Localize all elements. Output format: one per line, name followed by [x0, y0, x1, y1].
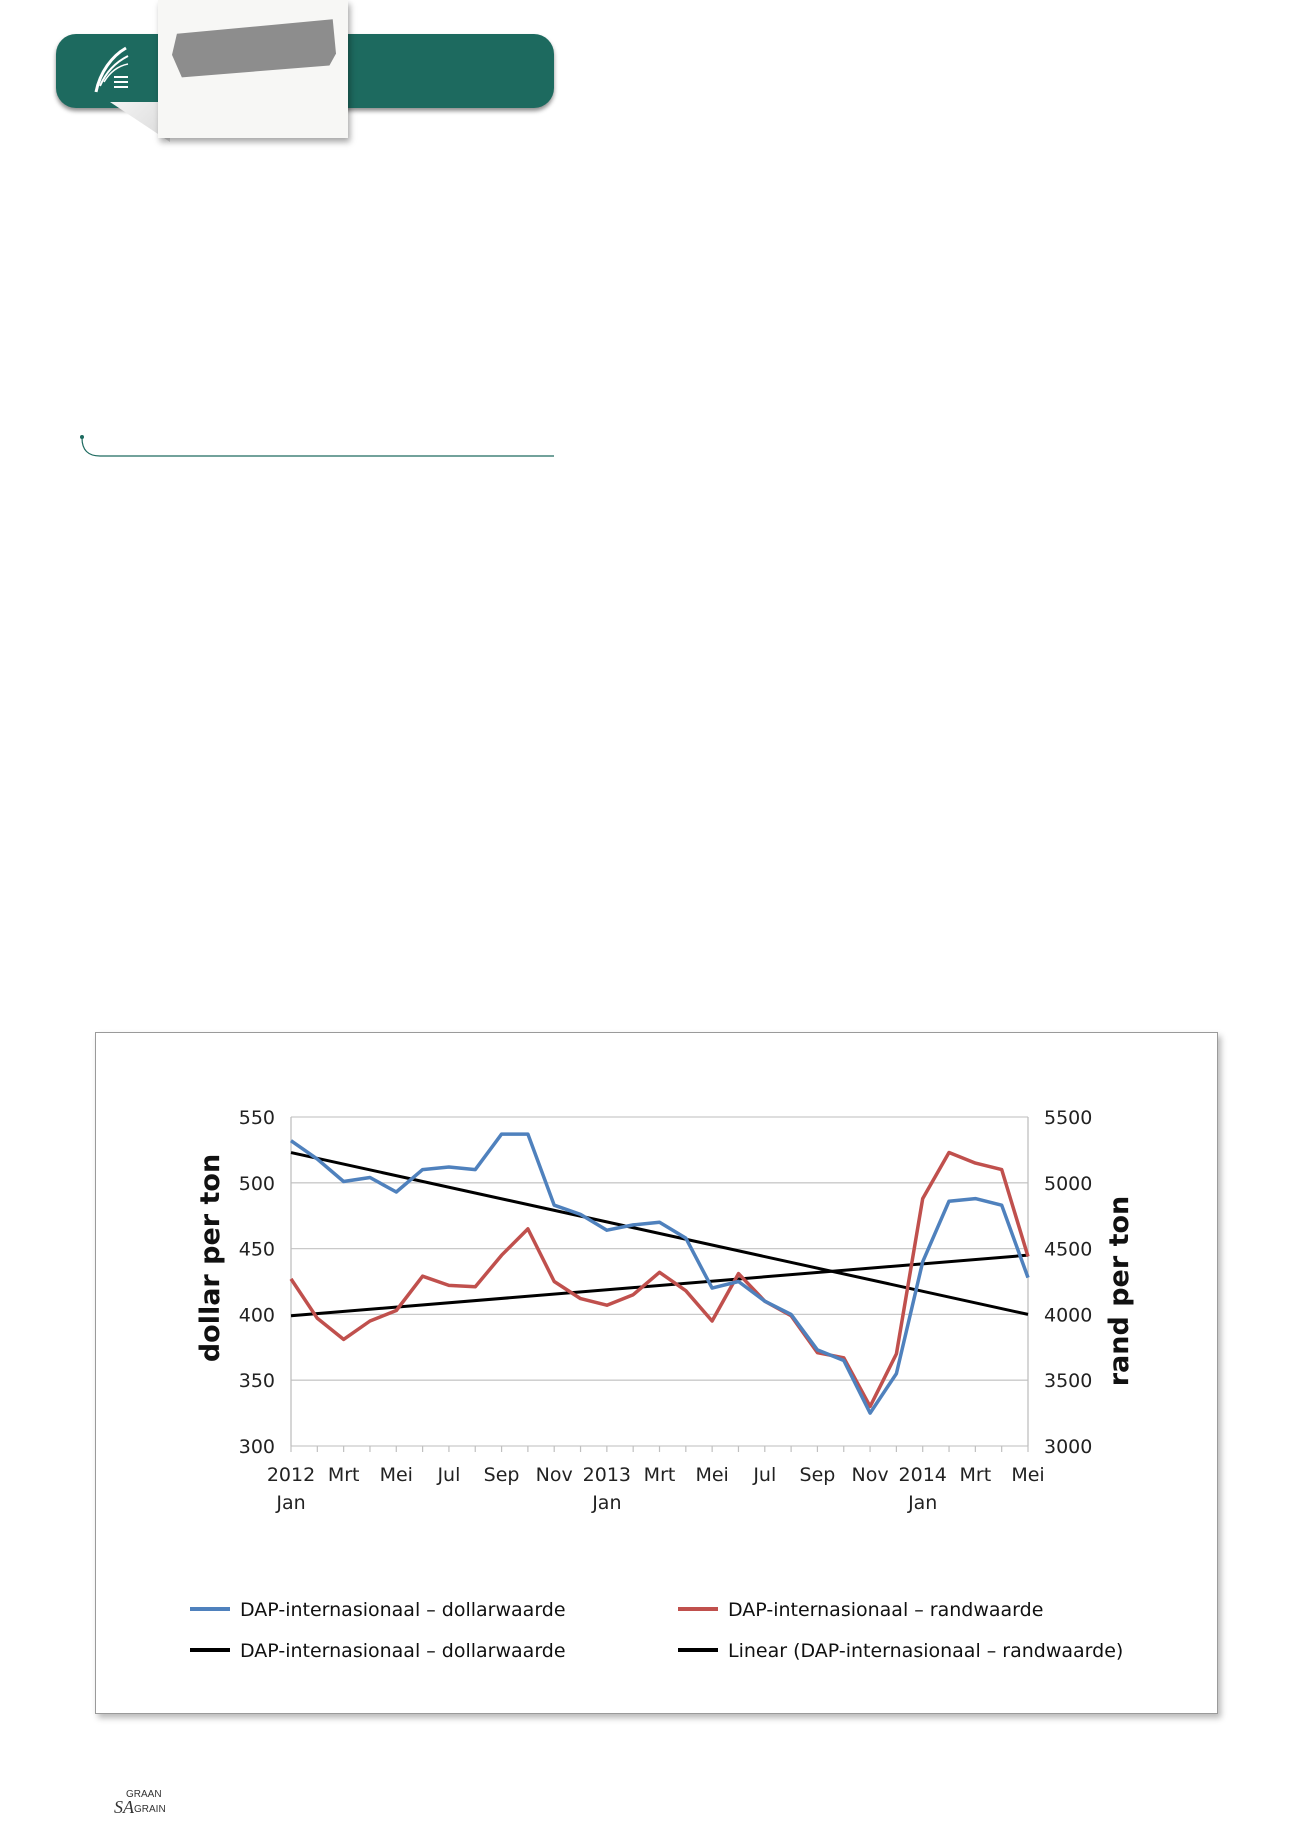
x-tick-sublabel: Jan [907, 1492, 937, 1514]
y-tick-right: 3500 [1044, 1370, 1092, 1392]
x-tick-label: Mrt [644, 1464, 676, 1486]
y-axis-left-ticks: 300 350 400 450 500 550 [239, 1107, 275, 1458]
y-tick-left: 400 [239, 1304, 275, 1326]
y-tick-right: 5000 [1044, 1173, 1092, 1195]
trendline [290, 1253, 1029, 1318]
y-tick-right: 4500 [1044, 1239, 1092, 1261]
trendlines [290, 1151, 1029, 1318]
trendline [290, 1151, 1029, 1316]
legend-label: DAP-internasionaal – dollarwaarde [240, 1599, 566, 1621]
y-tick-left: 300 [239, 1436, 275, 1458]
y-tick-left: 350 [239, 1370, 275, 1392]
x-tick-label: Jul [752, 1464, 776, 1486]
sa-graan-logo-icon: GRAAN SA GRAIN [114, 1786, 174, 1817]
y-tick-right: 5500 [1044, 1107, 1092, 1129]
y-tick-left: 500 [239, 1173, 275, 1195]
legend-label: Linear (DAP-internasionaal – randwaarde) [728, 1640, 1123, 1662]
y-tick-left: 450 [239, 1239, 275, 1261]
chart-frame: 300 350 400 450 500 550 3000 3500 4000 4500 5000 5… [95, 1032, 1218, 1714]
data-series [289, 1132, 1030, 1415]
x-tick-label: Nov [852, 1464, 889, 1486]
graan-sa-logo-icon [86, 42, 134, 102]
y-axis-right-title: rand per ton [1104, 1196, 1135, 1387]
x-tick-label: Mrt [960, 1464, 992, 1486]
y-tick-right: 4000 [1044, 1304, 1092, 1326]
x-tick-label: Mei [695, 1464, 728, 1486]
x-tick-label: 2013 [583, 1464, 631, 1486]
svg-text:SA: SA [114, 1797, 135, 1816]
y-tick-left: 550 [239, 1107, 275, 1129]
svg-text:GRAIN: GRAIN [134, 1804, 166, 1815]
x-tick-label: Sep [484, 1464, 520, 1486]
section-divider [78, 434, 554, 460]
series-line [289, 1132, 1030, 1415]
dap-price-chart: 300 350 400 450 500 550 3000 3500 4000 4500 5000 5… [190, 1107, 1135, 1662]
x-tick-label: 2014 [899, 1464, 947, 1486]
x-tick-sublabel: Jan [275, 1492, 305, 1514]
series-line [289, 1150, 1030, 1409]
y-tick-right: 3000 [1044, 1436, 1092, 1458]
x-tick-label: Nov [536, 1464, 573, 1486]
x-tick-label: Sep [800, 1464, 836, 1486]
svg-text:GRAAN: GRAAN [126, 1789, 162, 1800]
x-tick-label: Jul [436, 1464, 460, 1486]
x-tick-label: Mrt [328, 1464, 360, 1486]
y-axis-right-ticks: 3000 3500 4000 4500 5000 5500 [1044, 1107, 1092, 1458]
legend-label: DAP-internasionaal – dollarwaarde [240, 1640, 566, 1662]
x-tick-label: Mei [1011, 1464, 1044, 1486]
y-axis-left-title: dollar per ton [195, 1154, 226, 1362]
x-tick-label: 2012 [267, 1464, 315, 1486]
x-tick-label: Mei [380, 1464, 413, 1486]
x-tick-sublabel: Jan [591, 1492, 621, 1514]
legend: DAP-internasionaal – dollarwaarde DAP-int… [190, 1599, 1123, 1662]
legend-label: DAP-internasionaal – randwaarde [728, 1599, 1043, 1621]
x-axis-ticks: 2012 Jan Mrt Mei Jul Sep Nov 2013 Jan Mrt Mei Jul Se… [267, 1464, 1045, 1514]
grid-lines [291, 1116, 1028, 1447]
